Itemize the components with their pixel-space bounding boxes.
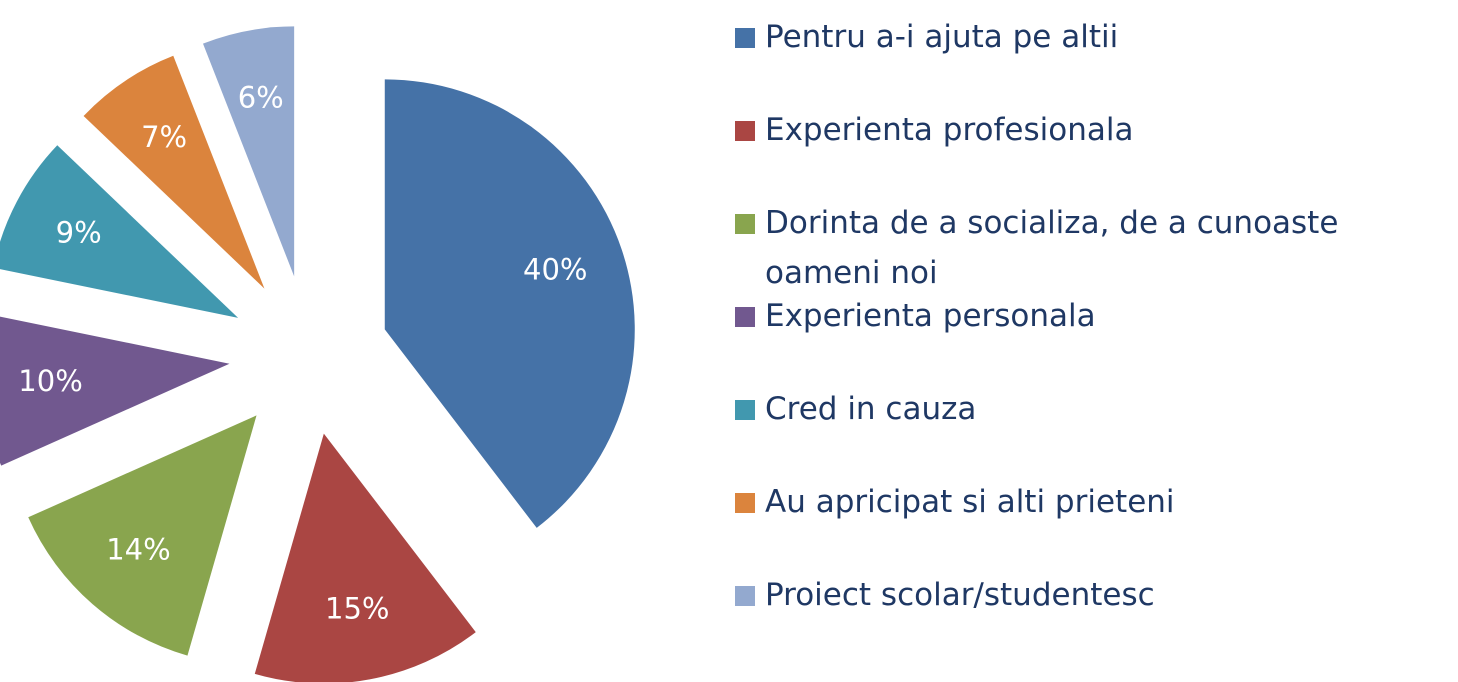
pie-slice [28,415,257,656]
pie-slice [384,79,635,528]
pie-slice [83,55,265,289]
legend-swatch [735,28,755,48]
slice-label: 14% [106,532,170,566]
legend-swatch [735,214,755,234]
legend-label: Experienta personala [765,298,1096,334]
legend-item: Dorinta de a socializa, de a cunoaste oa… [735,198,1450,298]
pie-slice [202,26,295,277]
slice-label: 40% [523,253,587,287]
legend-label: Proiect scolar/studentesc [765,577,1155,613]
legend-swatch [735,493,755,513]
legend-item: Experienta personala [735,291,1450,341]
pie-slice [0,145,239,318]
slice-label: 6% [238,81,284,115]
slice-label: 15% [325,591,389,625]
legend-item: Cred in cauza [735,384,1450,434]
legend-label: Pentru a-i ajuta pe altii [765,19,1119,55]
legend-item: Au apricipat si alti prieteni [735,477,1450,527]
legend-item: Pentru a-i ajuta pe altii [735,12,1450,62]
legend-label: Cred in cauza [765,391,977,427]
legend-item: Experienta profesionala [735,105,1450,155]
slice-label: 7% [141,120,187,154]
pie-slice [254,433,476,682]
legend-swatch [735,586,755,606]
legend-swatch [735,307,755,327]
legend-item: Proiect scolar/studentesc [735,570,1450,620]
legend-label: Au apricipat si alti prieteni [765,484,1175,520]
slice-label: 9% [56,215,102,249]
legend-label: Experienta profesionala [765,112,1134,148]
legend-swatch [735,400,755,420]
pie-slice [0,316,230,466]
chart: 40% 15% 14% 10% 9% 7% 6% [0,26,635,682]
slice-label: 10% [18,364,82,398]
legend-swatch [735,121,755,141]
legend-label: Dorinta de a socializa, de a cunoaste oa… [765,205,1339,291]
